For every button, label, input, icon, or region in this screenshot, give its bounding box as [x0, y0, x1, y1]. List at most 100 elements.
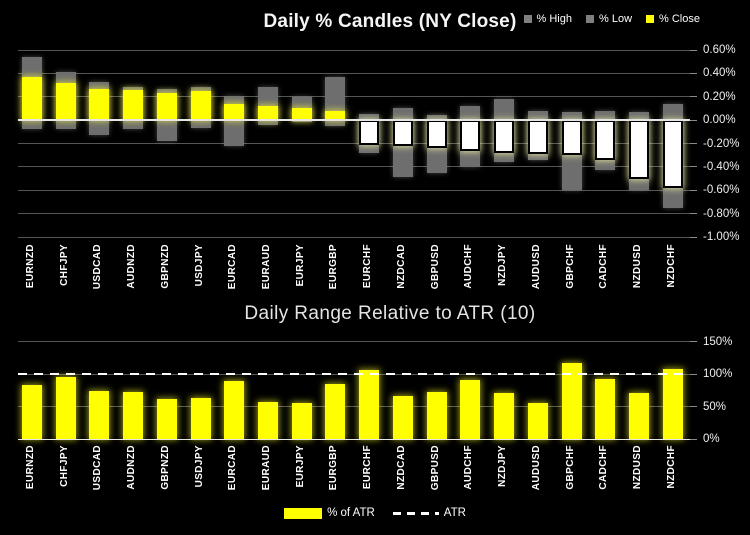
x-label-EURAUD: EURAUD	[261, 445, 272, 491]
x-label-USDJPY: USDJPY	[193, 244, 205, 287]
close-bar-NZDCHF	[662, 120, 683, 188]
x-label-EURJPY: EURJPY	[294, 244, 306, 287]
atr-bar-NZDUSD	[629, 393, 650, 440]
x-label-EURAUD: EURAUD	[261, 244, 272, 290]
gridline	[18, 96, 690, 98]
gridline	[18, 189, 690, 191]
atr-legend: % of ATR ATR	[0, 507, 750, 519]
x-label-GBPCHF: GBPCHF	[564, 445, 576, 490]
close-bar-EURCAD	[224, 103, 245, 121]
y-tick-label: 0%	[703, 433, 720, 446]
y-tick-label: -1.00%	[703, 231, 740, 243]
gridline	[18, 341, 690, 343]
x-label-GBPNZD: GBPNZD	[159, 244, 171, 289]
x-label-AUDNZD: AUDNZD	[126, 445, 138, 490]
y-tick-label: -0.80%	[703, 207, 740, 220]
x-label-USDJPY: USDJPY	[193, 445, 205, 488]
gridline	[18, 143, 690, 144]
gridline	[18, 49, 690, 51]
x-label-AUDCHF: AUDCHF	[463, 244, 475, 289]
atr-bar-CHFJPY	[55, 376, 76, 440]
x-label-GBPNZD: GBPNZD	[159, 445, 171, 490]
y-tickmark	[690, 49, 697, 51]
close-bar-GBPNZD	[156, 93, 177, 121]
y-tickmark	[690, 406, 697, 408]
atr-bar-GBPUSD	[426, 391, 447, 440]
x-label-NZDCAD: NZDCAD	[395, 244, 407, 289]
pct-of-atr-swatch	[284, 507, 323, 519]
gridline	[18, 213, 690, 215]
x-label-AUDNZD: AUDNZD	[126, 244, 138, 289]
x-label-EURGBP: EURGBP	[328, 244, 340, 290]
close-bar-GBPCHF	[561, 120, 582, 156]
close-bar-AUDCHF	[460, 120, 481, 151]
pct-of-atr-label: % of ATR	[327, 507, 375, 519]
atr-bar-AUDCHF	[460, 380, 481, 440]
x-label-NZDCAD: NZDCAD	[395, 445, 407, 490]
legend-item-pct-of-atr: % of ATR	[284, 507, 375, 519]
atr-bar-EURJPY	[291, 402, 312, 440]
close-bar-AUDNZD	[123, 89, 144, 121]
x-label-NZDJPY: NZDJPY	[497, 244, 509, 286]
close-bar-GBPUSD	[426, 120, 447, 149]
x-label-USDCAD: USDCAD	[92, 244, 104, 290]
x-label-CADCHF: CADCHF	[598, 244, 610, 289]
y-tickmark	[690, 143, 697, 144]
x-label-CHFJPY: CHFJPY	[58, 445, 70, 487]
close-bar-NZDJPY	[494, 120, 515, 153]
atr-bar-GBPNZD	[156, 398, 177, 440]
x-label-GBPCHF: GBPCHF	[564, 244, 576, 289]
close-bar-CADCHF	[595, 120, 616, 160]
y-tickmark	[690, 236, 697, 238]
x-label-NZDCHF: NZDCHF	[665, 445, 677, 489]
y-tickmark	[690, 438, 697, 440]
x-label-GBPUSD: GBPUSD	[429, 244, 441, 290]
y-tick-label: 150%	[703, 335, 733, 348]
legend-item-atr: ATR	[392, 507, 466, 519]
candles-chart-title: Daily % Candles (NY Close)	[263, 11, 517, 32]
x-label-NZDUSD: NZDUSD	[632, 244, 644, 289]
x-label-NZDJPY: NZDJPY	[497, 445, 509, 487]
x-label-EURNZD: EURNZD	[24, 244, 36, 289]
y-tick-label: 100%	[703, 368, 733, 381]
close-bar-EURJPY	[291, 108, 312, 121]
high-legend-swatch	[523, 15, 532, 23]
x-label-EURGBP: EURGBP	[328, 445, 340, 491]
gridline	[18, 166, 690, 168]
atr-bar-EURAUD	[258, 401, 278, 440]
legend-item-high: % High	[523, 13, 572, 25]
y-tickmark	[690, 373, 697, 375]
atr-bar-GBPCHF	[561, 362, 582, 440]
close-bar-EURCHF	[359, 120, 380, 145]
y-tickmark	[690, 213, 697, 215]
x-label-EURJPY: EURJPY	[294, 445, 306, 488]
x-label-EURCHF: EURCHF	[362, 244, 374, 289]
y-tickmark	[690, 189, 697, 191]
atr-bar-EURCHF	[359, 370, 380, 440]
x-label-AUDUSD: AUDUSD	[530, 244, 542, 290]
legend-item-low: % Low	[586, 13, 632, 25]
close-bar-CHFJPY	[55, 82, 76, 121]
atr-bar-NZDCHF	[662, 369, 683, 440]
y-tick-label: 0.20%	[703, 90, 736, 103]
atr-bar-NZDCAD	[392, 396, 413, 440]
x-label-EURCHF: EURCHF	[362, 445, 374, 490]
close-bar-EURAUD	[258, 106, 278, 121]
close-legend-label: % Close	[659, 13, 700, 25]
y-tickmark	[690, 166, 697, 168]
atr-reference-line	[18, 372, 690, 376]
y-tick-label: 0.40%	[703, 67, 736, 80]
close-bar-NZDUSD	[629, 120, 650, 179]
x-label-NZDCHF: NZDCHF	[665, 244, 677, 288]
x-label-NZDUSD: NZDUSD	[632, 445, 644, 490]
gridline	[18, 72, 690, 74]
atr-label: ATR	[443, 507, 466, 519]
close-bar-USDCAD	[89, 88, 110, 121]
y-tick-label: -0.60%	[703, 184, 740, 197]
x-label-CADCHF: CADCHF	[598, 445, 610, 490]
low-legend-swatch	[586, 15, 594, 23]
atr-bar-AUDNZD	[123, 391, 144, 440]
zero-axis-line	[18, 119, 690, 121]
atr-bar-NZDJPY	[494, 393, 515, 440]
